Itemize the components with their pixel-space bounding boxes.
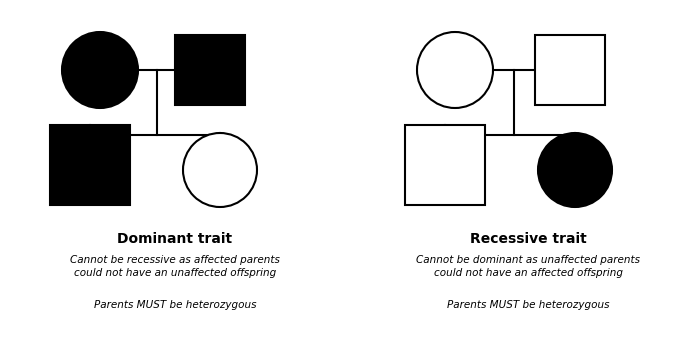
Text: Dominant trait: Dominant trait [118,232,232,246]
Circle shape [538,133,612,207]
Text: Parents MUST be heterozygous: Parents MUST be heterozygous [94,300,256,310]
Circle shape [183,133,257,207]
Text: Parents MUST be heterozygous: Parents MUST be heterozygous [447,300,609,310]
Text: Recessive trait: Recessive trait [470,232,587,246]
Bar [405,125,485,205]
Text: Cannot be recessive as affected parents
could not have an unaffected offspring: Cannot be recessive as affected parents … [70,255,280,278]
Bar [50,125,130,205]
Circle shape [417,32,493,108]
Circle shape [62,32,138,108]
Text: Cannot be dominant as unaffected parents
could not have an affected offspring: Cannot be dominant as unaffected parents… [416,255,640,278]
Bar [535,35,605,105]
Bar [175,35,245,105]
